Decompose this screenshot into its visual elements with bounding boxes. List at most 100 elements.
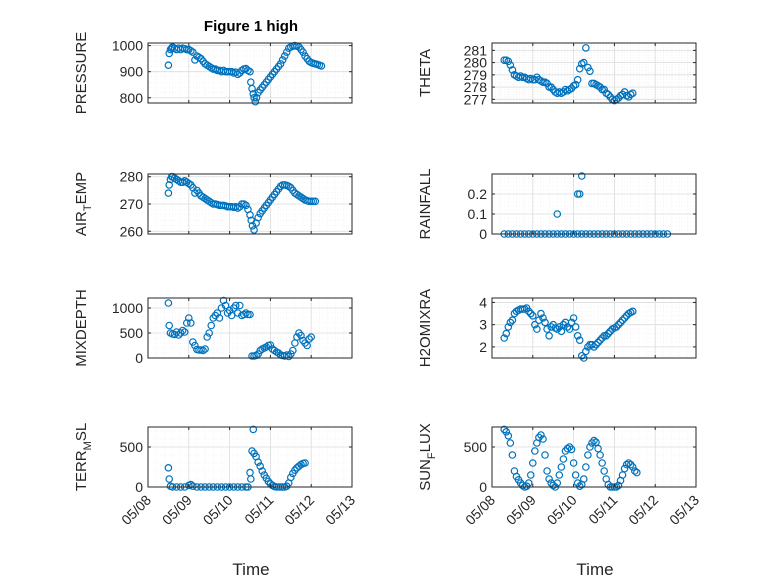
axes-box [147, 297, 353, 359]
data-point [165, 475, 174, 483]
data-point [559, 320, 568, 329]
data-point [289, 346, 297, 355]
data-point [531, 447, 539, 455]
subplot-h2omixra: 2 3 4 H2OMIXRA [417, 289, 697, 367]
axes-box [491, 42, 697, 104]
data-point [600, 85, 609, 94]
y-tick-label: 2 [479, 339, 487, 355]
data-point [528, 459, 537, 467]
data-point [250, 226, 258, 234]
data-point [630, 467, 639, 475]
data-point [571, 323, 580, 331]
data-point [301, 459, 309, 467]
x-tick-label: 05/11 [585, 492, 621, 528]
data-point [291, 466, 299, 475]
data-point [584, 451, 592, 459]
data-point [545, 475, 553, 483]
y-tick-label: 281 [464, 42, 488, 58]
data-point [205, 329, 214, 337]
data-point [628, 307, 637, 316]
y-tick-label: 3 [479, 317, 487, 333]
data-point [628, 463, 637, 471]
data-point [592, 340, 600, 349]
data-point [569, 314, 578, 322]
data-point [539, 314, 547, 322]
data-point [305, 335, 313, 343]
data-point [278, 56, 287, 64]
data-point [586, 443, 594, 451]
data-point [543, 467, 551, 475]
data-point [524, 479, 533, 487]
data-point [185, 314, 193, 322]
data-point [559, 455, 568, 463]
data-point [504, 431, 513, 440]
data-point [553, 479, 562, 487]
subplot-air_temp: 260 270 280 AIRTEMP [73, 169, 353, 239]
axes-box [147, 426, 353, 488]
y-axis-label: H2OMIXRA [417, 289, 434, 367]
data-point [233, 204, 242, 212]
data-point [282, 48, 291, 56]
data-point [598, 459, 606, 467]
data-point [500, 425, 509, 434]
data-point [276, 60, 285, 68]
data-point [590, 436, 598, 445]
data-point [258, 467, 267, 475]
plot-area [148, 427, 352, 487]
x-tick-label: 05/12 [281, 492, 317, 528]
data-point [633, 468, 641, 477]
data-point [165, 321, 174, 330]
data-point [575, 336, 584, 345]
data-point [242, 309, 250, 317]
y-tick-label: 900 [120, 64, 144, 80]
data-point [266, 341, 275, 349]
y-axis-label: TERRMSL [73, 423, 94, 491]
data-point [506, 61, 515, 69]
data-point [575, 190, 584, 198]
data-point [535, 433, 543, 442]
data-point [614, 481, 623, 490]
y-axis-label: PRESSURE [73, 32, 90, 115]
data-point [575, 64, 584, 73]
data-point [531, 320, 539, 329]
subplot-terr_msl: 0 500 05/08 05/09 05/10 05/11 05/12 05/13 TERRMS… [73, 423, 358, 528]
x-tick-label: 05/08 [462, 492, 498, 528]
data-point [537, 309, 545, 318]
data-point [504, 323, 513, 331]
y-tick-label: 1000 [112, 300, 143, 316]
data-point [569, 459, 578, 467]
data-point [180, 328, 189, 336]
data-point [537, 431, 545, 439]
data-point [579, 475, 588, 483]
data-point [247, 475, 255, 483]
data-point [187, 319, 195, 327]
data-point [573, 331, 582, 340]
x-tick-label: 05/08 [118, 492, 154, 528]
data-point [508, 316, 517, 325]
data-point [299, 48, 307, 56]
data-point [311, 197, 320, 206]
y-axis-label: RAINFALL [417, 169, 434, 240]
data-point [612, 323, 621, 331]
x-tick-label: 05/13 [322, 492, 358, 528]
data-point [286, 473, 295, 482]
data-point [545, 331, 553, 340]
data-point [185, 179, 193, 188]
data-point [252, 93, 261, 102]
y-tick-label: 0.1 [468, 206, 488, 222]
data-point [504, 57, 513, 66]
data-point [557, 463, 566, 471]
data-point [577, 351, 586, 360]
data-point [242, 201, 250, 210]
plot-area [492, 174, 696, 234]
data-point [213, 309, 222, 317]
y-tick-label: 4 [479, 294, 487, 310]
data-point [582, 347, 590, 356]
data-point [307, 333, 316, 341]
y-tick-label: 280 [120, 169, 144, 185]
data-point [577, 172, 586, 180]
data-point [203, 333, 211, 341]
